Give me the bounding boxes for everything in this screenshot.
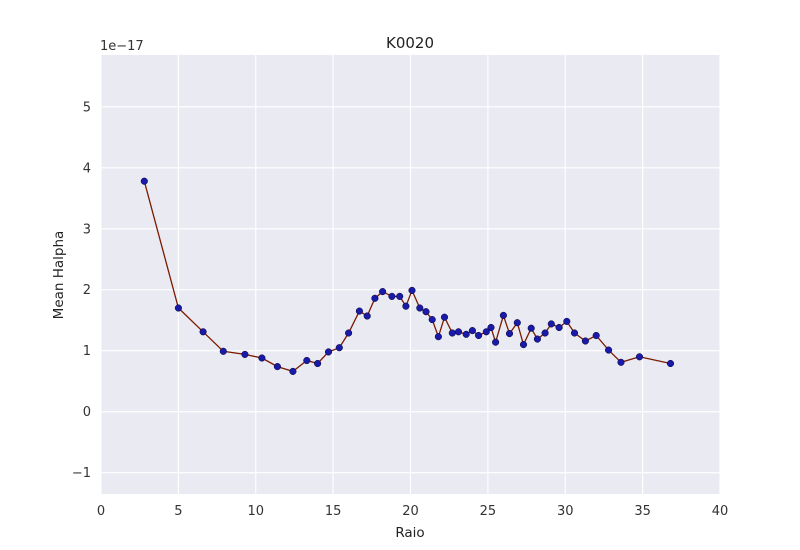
data-point: [570, 329, 579, 337]
data-point: [289, 367, 297, 375]
data-point: [547, 320, 555, 328]
data-point: [355, 307, 363, 315]
x-tick-label: 30: [557, 504, 574, 519]
data-point: [303, 356, 311, 365]
data-point: [519, 341, 528, 349]
y-tick-label: 4: [83, 161, 91, 176]
data-point: [199, 328, 207, 336]
data-point: [371, 294, 379, 302]
data-point: [174, 304, 182, 312]
data-point: [241, 350, 249, 358]
data-point: [324, 348, 333, 356]
data-point: [363, 312, 371, 320]
x-tick-label: 35: [634, 504, 651, 519]
x-tick-label: 5: [174, 504, 182, 519]
y-tick-label: 5: [83, 100, 91, 115]
data-point: [482, 328, 490, 336]
x-axis-label: Raio: [395, 525, 424, 541]
data-point: [505, 330, 514, 338]
y-tick-label: 0: [83, 405, 91, 420]
data-point: [527, 324, 535, 332]
data-point: [402, 302, 410, 310]
series-points-group: [140, 177, 675, 375]
x-tick-label: 25: [480, 504, 497, 519]
data-point: [462, 330, 470, 338]
data-point: [434, 333, 442, 341]
data-point: [273, 363, 281, 371]
data-point: [408, 286, 416, 294]
data-point: [440, 313, 449, 321]
x-tick-label: 15: [325, 504, 342, 519]
x-tick-label: 40: [712, 504, 729, 519]
x-tick-label: 20: [402, 504, 419, 519]
data-point: [422, 308, 430, 316]
x-tick-labels: 0 5 10 15 20 25 30 35 40: [97, 504, 728, 519]
data-point: [475, 331, 483, 340]
y-offset-label: 1e−17: [100, 39, 144, 54]
data-point: [416, 304, 424, 312]
data-point: [468, 327, 476, 335]
x-tick-label: 10: [247, 504, 264, 519]
data-point: [454, 328, 463, 336]
data-point: [541, 329, 549, 337]
data-point: [345, 329, 353, 337]
data-point: [388, 292, 396, 300]
data-point: [563, 317, 571, 325]
data-point: [499, 311, 507, 319]
y-axis-label: Mean Halpha: [51, 231, 67, 320]
y-tick-labels: −1 0 1 2 3 4 5: [72, 100, 91, 481]
y-tick-label: 3: [83, 222, 91, 237]
data-point: [617, 358, 625, 366]
data-point: [487, 323, 495, 332]
y-tick-label: 2: [83, 283, 91, 298]
data-point: [140, 177, 148, 185]
data-point: [396, 292, 404, 300]
data-point: [258, 354, 266, 362]
chart-title: K0020: [386, 34, 434, 52]
data-point: [335, 344, 343, 352]
data-point: [314, 359, 322, 368]
data-point: [379, 288, 387, 296]
data-point: [635, 353, 644, 361]
data-point: [581, 337, 589, 345]
data-point: [492, 338, 500, 346]
y-tick-label: 1: [83, 344, 91, 359]
data-point: [448, 329, 456, 337]
y-tick-label: −1: [72, 466, 91, 481]
data-point: [513, 319, 521, 327]
data-point: [219, 347, 227, 355]
data-point: [533, 335, 541, 343]
data-point: [605, 346, 613, 354]
grid: [100, 55, 721, 494]
data-point: [666, 359, 675, 368]
x-tick-label: 0: [97, 504, 105, 519]
data-point: [592, 331, 600, 340]
data-point: [555, 323, 563, 332]
data-point: [428, 316, 436, 324]
